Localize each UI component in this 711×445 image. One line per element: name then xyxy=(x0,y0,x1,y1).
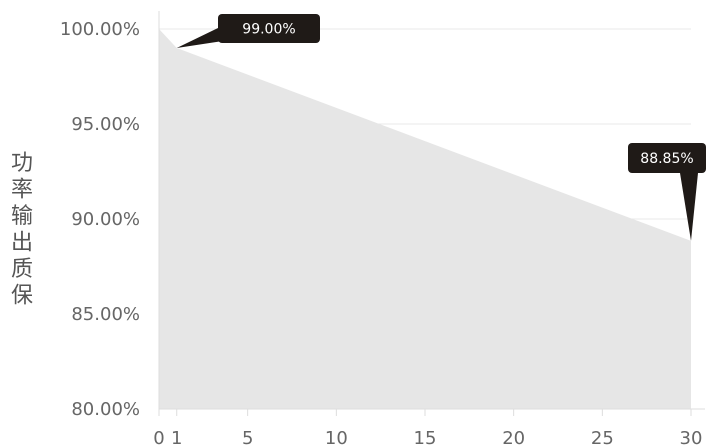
x-tick-label: 0 xyxy=(153,428,164,445)
callout-pointer xyxy=(680,173,698,241)
callout-1: 99.00% xyxy=(176,14,320,48)
callout-label: 88.85% xyxy=(640,151,693,167)
x-tick-label: 20 xyxy=(502,428,525,445)
y-tick-label: 80.00% xyxy=(71,399,140,420)
y-tick-label: 100.00% xyxy=(60,19,140,40)
callout-2: 88.85% xyxy=(628,143,706,241)
x-tick-label: 15 xyxy=(414,428,437,445)
y-tick-label: 95.00% xyxy=(71,114,140,135)
y-tick-label: 90.00% xyxy=(71,209,140,230)
area-fill xyxy=(159,29,691,409)
axes xyxy=(158,11,705,410)
x-tick-labels: 0 1 5 10 15 20 25 30 xyxy=(153,409,702,445)
y-tick-labels: 100.00% 95.00% 90.00% 85.00% 80.00% xyxy=(60,19,140,420)
x-tick-label: 5 xyxy=(242,428,253,445)
x-tick-label: 1 xyxy=(171,428,182,445)
x-tick-label: 30 xyxy=(680,428,703,445)
callout-label: 99.00% xyxy=(242,22,295,38)
y-tick-label: 85.00% xyxy=(71,304,140,325)
area-series xyxy=(159,29,691,409)
x-tick-label: 25 xyxy=(591,428,614,445)
x-tick-label: 10 xyxy=(325,428,348,445)
callout-box xyxy=(628,143,706,173)
y-axis-label: 功率输出质保 xyxy=(11,151,33,309)
callout-box xyxy=(218,14,320,43)
annotations: 99.00% 88.85% xyxy=(176,14,706,241)
